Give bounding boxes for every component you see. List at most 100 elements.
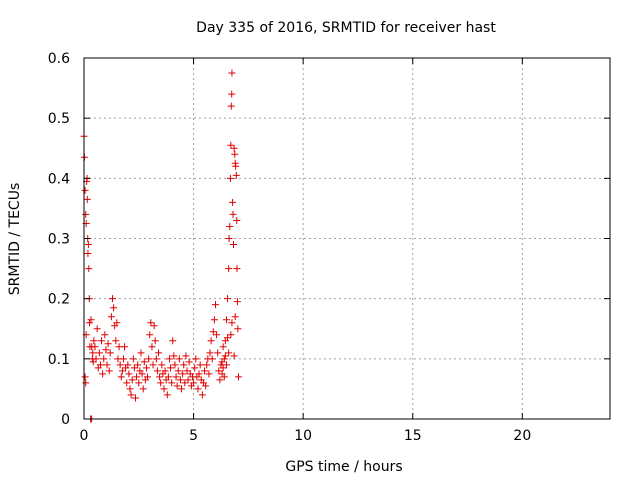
data-point <box>228 90 236 98</box>
data-point <box>232 162 240 170</box>
data-point <box>84 241 92 249</box>
data-point <box>127 391 135 399</box>
data-point <box>119 355 127 363</box>
data-point <box>232 171 240 179</box>
data-point <box>176 376 184 384</box>
data-point <box>234 325 242 333</box>
data-point <box>219 343 227 351</box>
data-point <box>140 358 148 366</box>
data-point <box>91 343 99 351</box>
data-point <box>191 364 199 372</box>
data-point <box>218 358 226 366</box>
x-axis-label: GPS time / hours <box>285 459 402 475</box>
y-tick-label: 0.6 <box>48 51 70 67</box>
data-point <box>181 379 189 387</box>
data-point <box>134 361 142 369</box>
y-tick-label: 0.4 <box>48 171 70 187</box>
y-tick-label: 0.3 <box>48 232 70 248</box>
x-tick-label: 10 <box>294 428 312 444</box>
data-point <box>214 349 222 357</box>
data-point <box>222 316 230 324</box>
data-point <box>137 349 145 357</box>
data-point <box>158 361 166 369</box>
data-point <box>226 174 234 182</box>
data-point <box>224 334 232 342</box>
data-point <box>150 322 158 330</box>
data-point <box>90 337 98 345</box>
y-tick-label: 0.2 <box>48 292 70 308</box>
x-tick-label: 15 <box>404 428 422 444</box>
data-point <box>230 352 238 360</box>
data-point <box>100 355 108 363</box>
data-point <box>142 364 150 372</box>
data-point <box>231 313 239 321</box>
data-point <box>215 367 223 375</box>
data-point <box>180 361 188 369</box>
data-point <box>93 325 101 333</box>
data-point <box>161 367 169 375</box>
data-point <box>174 367 182 375</box>
y-tick-label: 0.1 <box>48 352 70 368</box>
data-point <box>235 373 243 381</box>
data-point <box>213 331 221 339</box>
data-point <box>172 373 180 381</box>
data-point <box>130 364 138 372</box>
data-point <box>152 355 160 363</box>
data-point <box>224 295 232 303</box>
data-point <box>175 355 183 363</box>
data-point <box>164 373 172 381</box>
data-point <box>125 370 133 378</box>
data-point <box>106 349 114 357</box>
data-point <box>220 373 228 381</box>
y-tick-label: 0.5 <box>48 111 70 127</box>
data-point <box>128 376 136 384</box>
data-point <box>126 385 134 393</box>
data-point <box>113 319 121 327</box>
data-point <box>169 337 177 345</box>
data-point <box>212 301 219 309</box>
data-point <box>118 367 126 375</box>
data-point <box>85 319 93 327</box>
data-point <box>228 319 236 327</box>
data-point <box>229 198 237 206</box>
data-point <box>222 361 230 369</box>
data-point <box>194 385 202 393</box>
data-point <box>167 364 175 372</box>
data-point <box>153 367 161 375</box>
data-point <box>82 379 90 387</box>
data-point <box>185 358 193 366</box>
data-point <box>229 241 237 249</box>
x-tick-label: 0 <box>80 428 89 444</box>
data-point <box>233 265 241 273</box>
data-point <box>117 373 125 381</box>
data-point <box>209 328 217 336</box>
y-tick-labels: 0 0.1 0.2 0.3 0.4 0.5 0.6 <box>48 51 70 428</box>
data-point <box>96 361 104 369</box>
data-point <box>87 316 95 324</box>
data-point <box>104 340 112 348</box>
data-point <box>144 373 152 381</box>
data-point <box>95 349 103 357</box>
data-point <box>105 367 113 375</box>
data-point <box>102 346 110 354</box>
data-point <box>151 337 159 345</box>
data-point <box>123 379 131 387</box>
y-axis-label: SRMTID / TECUs <box>7 183 23 296</box>
data-point <box>183 367 191 375</box>
data-point <box>135 379 143 387</box>
data-point <box>206 349 214 357</box>
x-tick-label: 5 <box>189 428 198 444</box>
data-point <box>219 364 227 372</box>
data-point <box>228 69 236 77</box>
data-point <box>89 349 97 357</box>
data-point <box>160 385 168 393</box>
data-point <box>133 373 141 381</box>
data-point <box>225 235 233 242</box>
data-point <box>83 195 91 203</box>
data-point <box>157 379 165 387</box>
data-point <box>227 102 235 110</box>
data-point <box>208 355 216 363</box>
data-point <box>192 355 200 363</box>
data-point <box>201 367 209 375</box>
